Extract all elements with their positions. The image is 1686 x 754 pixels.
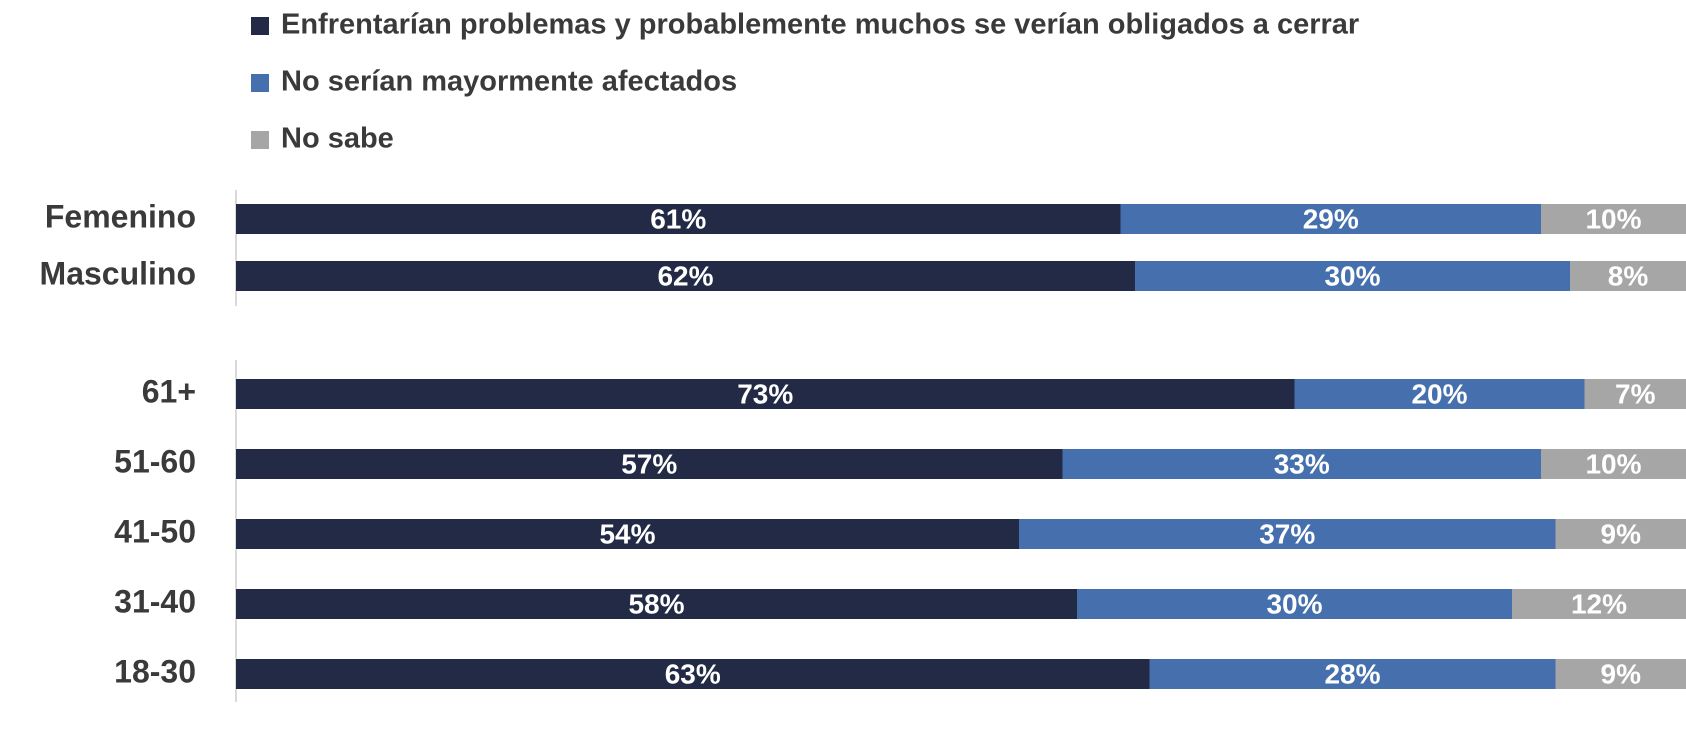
value-label: 63% — [665, 658, 721, 689]
y-tick-label: Masculino — [40, 255, 196, 291]
y-tick-label: Femenino — [45, 198, 196, 234]
value-label: 37% — [1259, 518, 1315, 549]
legend-swatch — [251, 131, 269, 149]
value-label: 7% — [1615, 378, 1656, 409]
bar-segment — [1019, 519, 1556, 549]
bar-segment — [236, 449, 1063, 479]
bar-segment — [1120, 204, 1541, 234]
bar-segment — [1584, 379, 1686, 409]
y-tick-label: 61+ — [142, 373, 196, 409]
value-label: 62% — [657, 260, 713, 291]
bar-segment — [1077, 589, 1512, 619]
bar-segment — [1555, 659, 1686, 689]
bar-segment — [1294, 379, 1585, 409]
value-label: 29% — [1303, 203, 1359, 234]
value-label: 61% — [650, 203, 706, 234]
y-tick-label: 41-50 — [114, 513, 196, 549]
value-label: 10% — [1585, 203, 1641, 234]
bar-segment — [236, 659, 1150, 689]
bar-segment — [1555, 519, 1686, 549]
value-label: 9% — [1601, 518, 1642, 549]
value-label: 33% — [1274, 448, 1330, 479]
bar-segment — [1062, 449, 1541, 479]
value-label: 20% — [1411, 378, 1467, 409]
bar-segment — [1541, 204, 1686, 234]
legend-label: No serían mayormente afectados — [281, 66, 737, 98]
value-label: 12% — [1571, 588, 1627, 619]
value-label: 54% — [599, 518, 655, 549]
bar-segment — [236, 589, 1077, 619]
value-label: 28% — [1324, 658, 1380, 689]
bar-segment — [1135, 261, 1570, 291]
bar-segment — [1149, 659, 1556, 689]
y-tick-label: 18-30 — [114, 653, 196, 689]
value-label: 30% — [1324, 260, 1380, 291]
legend-label: No sabe — [281, 123, 394, 155]
y-tick-label: 51-60 — [114, 443, 196, 479]
value-label: 9% — [1601, 658, 1642, 689]
bar-segment — [236, 204, 1121, 234]
bar-segment — [1512, 589, 1686, 619]
y-tick-label: 31-40 — [114, 583, 196, 619]
bar-segment — [236, 379, 1295, 409]
legend-swatch — [251, 74, 269, 92]
bar-segment — [1570, 261, 1686, 291]
value-label: 57% — [621, 448, 677, 479]
value-label: 10% — [1585, 448, 1641, 479]
value-label: 30% — [1266, 588, 1322, 619]
bar-segment — [1541, 449, 1686, 479]
bar-segment — [236, 519, 1019, 549]
value-label: 58% — [628, 588, 684, 619]
value-label: 8% — [1608, 260, 1649, 291]
value-label: 73% — [737, 378, 793, 409]
legend-swatch — [251, 17, 269, 35]
bar-segment — [236, 261, 1135, 291]
legend-label: Enfrentarían problemas y probablemente m… — [281, 9, 1359, 41]
